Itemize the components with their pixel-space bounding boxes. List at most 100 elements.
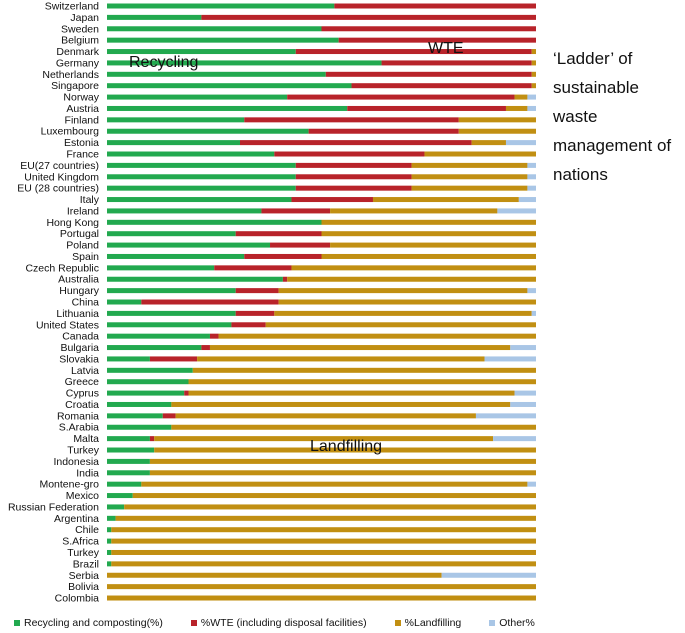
category-label-france-13: France — [66, 149, 99, 161]
legend: Recycling and composting(%) %WTE (includ… — [14, 617, 535, 629]
bar-india-41-series-0 — [107, 470, 150, 476]
bar-lithuania-27-series-1 — [235, 310, 275, 316]
bar-spain-22-series-2 — [321, 253, 536, 259]
legend-label-wte: %WTE (including disposal facilities) — [200, 617, 367, 629]
bar-india-41-series-2 — [149, 470, 536, 476]
bar-germany-5-series-2 — [531, 60, 536, 66]
bar-singapore-7-series-0 — [107, 83, 352, 89]
category-label-slovakia-31: Slovakia — [59, 353, 99, 365]
bar-malta-38-series-3 — [493, 436, 536, 442]
bar-singapore-7-series-1 — [351, 83, 532, 89]
bar-romania-36-series-2 — [175, 413, 476, 419]
ladder-side-note: ‘Ladder’ of sustainable waste management… — [553, 49, 672, 184]
bar-malta-38-series-1 — [149, 436, 155, 442]
category-label-cyprus-34: Cyprus — [66, 388, 99, 400]
bar-united-kingdom-15-series-2 — [411, 174, 528, 180]
bar-ireland-18-series-1 — [261, 208, 331, 214]
legend-item-other: Other% — [489, 617, 535, 629]
category-label-india-41: India — [76, 467, 99, 479]
bar-serbia-50-series-2 — [107, 572, 442, 578]
bar-spain-22-series-0 — [107, 253, 245, 259]
bar-bulgaria-30-series-0 — [107, 345, 202, 351]
bar-united-kingdom-15-series-0 — [107, 174, 296, 180]
bar-austria-9-series-1 — [347, 105, 506, 111]
bar-bulgaria-30-series-3 — [510, 345, 536, 351]
bar-latvia-32-series-2 — [192, 367, 537, 373]
category-label-norway-8: Norway — [63, 92, 99, 104]
bar-china-26-series-1 — [141, 299, 279, 305]
bar-romania-36-series-0 — [107, 413, 163, 419]
category-label-lithuania-27: Lithuania — [56, 308, 99, 320]
category-label-latvia-32: Latvia — [71, 365, 99, 377]
bar-australia-24-series-2 — [287, 276, 536, 282]
bar-poland-21-series-0 — [107, 242, 271, 248]
category-label-united-kingdom-15: United Kingdom — [24, 171, 99, 183]
bar-eu-28-countries-16-series-0 — [107, 185, 296, 191]
category-label-spain-22: Spain — [72, 251, 99, 263]
bar-eu-27-countries-14-series-3 — [527, 162, 536, 168]
category-label-eu-27-countries-14: EU(27 countries) — [20, 160, 99, 172]
bar-australia-24-series-0 — [107, 276, 283, 282]
bar-ireland-18-series-3 — [497, 208, 536, 214]
category-label-s-arabia-37: S.Arabia — [59, 422, 99, 434]
bar-hungary-25-series-3 — [527, 288, 536, 294]
bar-germany-5-series-1 — [381, 60, 532, 66]
bar-argentina-45-series-2 — [115, 515, 536, 521]
bar-denmark-4-series-1 — [295, 49, 532, 55]
bar-estonia-12-series-0 — [107, 140, 240, 146]
bar-turkey-48-series-0 — [107, 549, 112, 555]
bar-norway-8-series-1 — [287, 94, 515, 100]
bar-turkey-39-series-0 — [107, 447, 155, 453]
category-label-eu-28-countries-16: EU (28 countries) — [17, 183, 99, 195]
bar-italy-17-series-3 — [518, 197, 536, 203]
bar-italy-17-series-1 — [291, 197, 373, 203]
bar-italy-17-series-0 — [107, 197, 292, 203]
bar-luxembourg-11-series-2 — [458, 128, 536, 134]
annotation-recycling: Recycling — [129, 54, 198, 71]
bar-sweden-2-series-0 — [107, 26, 322, 32]
category-label-poland-21: Poland — [66, 240, 99, 252]
bar-hungary-25-series-0 — [107, 288, 236, 294]
bar-norway-8-series-0 — [107, 94, 288, 100]
category-label-denmark-4: Denmark — [56, 46, 99, 58]
category-label-singapore-7: Singapore — [51, 80, 99, 92]
bar-eu-28-countries-16-series-2 — [411, 185, 528, 191]
bar-cyprus-34-series-0 — [107, 390, 185, 396]
bar-denmark-4-series-2 — [531, 49, 536, 55]
bar-switzerland-0-series-0 — [107, 3, 335, 9]
bar-finland-10-series-2 — [458, 117, 536, 123]
legend-item-landfilling: %Landfilling — [394, 617, 462, 629]
category-label-russian-federation-44: Russian Federation — [8, 501, 99, 513]
bar-bulgaria-30-series-2 — [209, 345, 511, 351]
bar-ireland-18-series-0 — [107, 208, 262, 214]
legend-swatch-wte — [190, 620, 197, 626]
bar-united-states-28-series-2 — [265, 322, 536, 328]
bar-portugal-20-series-1 — [235, 231, 322, 237]
bar-canada-29-series-1 — [209, 333, 219, 339]
category-label-portugal-20: Portugal — [60, 228, 99, 240]
bar-eu-27-countries-14-series-1 — [295, 162, 412, 168]
bar-poland-21-series-1 — [270, 242, 331, 248]
category-label-australia-24: Australia — [58, 274, 99, 286]
bar-eu-27-countries-14-series-0 — [107, 162, 296, 168]
bar-chile-46-series-2 — [111, 527, 536, 533]
bar-estonia-12-series-3 — [505, 140, 536, 146]
bar-netherlands-6-series-2 — [531, 71, 536, 77]
bar-s-arabia-37-series-2 — [171, 424, 536, 430]
bar-germany-5-series-0 — [107, 60, 382, 66]
category-label-finland-10: Finland — [65, 114, 100, 126]
bar-lithuania-27-series-2 — [274, 310, 532, 316]
category-label-canada-29: Canada — [62, 331, 99, 343]
bar-czech-republic-23-series-1 — [214, 265, 292, 271]
bar-ireland-18-series-2 — [330, 208, 498, 214]
bar-eu-27-countries-14-series-2 — [411, 162, 528, 168]
legend-label-recycling: Recycling and composting(%) — [24, 617, 163, 629]
bar-indonesia-40-series-0 — [107, 458, 150, 464]
bar-brazil-49-series-0 — [107, 561, 112, 567]
legend-label-landfilling: %Landfilling — [404, 617, 462, 629]
bar-japan-1-series-0 — [107, 14, 202, 20]
category-label-japan-1: Japan — [70, 12, 99, 24]
category-label-united-states-28: United States — [36, 319, 99, 331]
bar-slovakia-31-series-0 — [107, 356, 150, 362]
bar-bolivia-51-series-2 — [107, 584, 536, 590]
